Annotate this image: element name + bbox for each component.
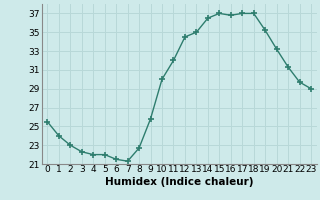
X-axis label: Humidex (Indice chaleur): Humidex (Indice chaleur) bbox=[105, 177, 253, 187]
